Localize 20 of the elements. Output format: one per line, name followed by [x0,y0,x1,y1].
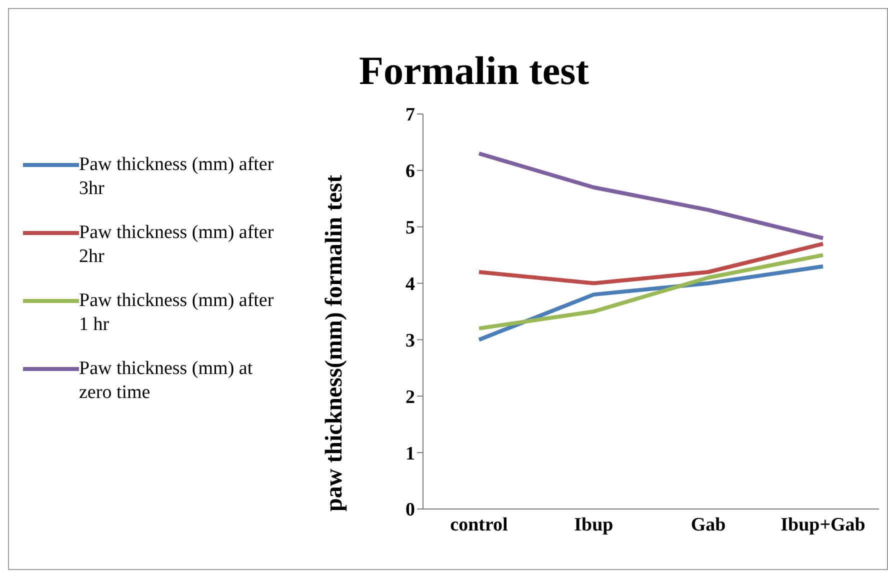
y-tick-label: 2 [406,386,415,408]
y-tick-label: 4 [406,274,416,296]
x-tick-label: Ibup+Gab [780,514,866,536]
y-tick-label: 3 [406,330,415,352]
legend-label: Paw thickness (mm) after 2hr [79,221,275,269]
line-series [477,152,825,240]
line-series [477,253,825,330]
x-tick-label: control [450,514,508,536]
y-tick-label: 6 [406,161,415,182]
y-tick-label: 0 [406,500,415,521]
x-tick-label: Ibup [574,514,614,536]
legend-label: Paw thickness (mm) after 3hr [79,153,275,201]
chart-title: Formalin test [358,47,590,94]
y-tick-label: 1 [406,443,415,464]
y-axis-title: paw thickness(mm) formalin test [322,174,348,512]
legend-label: Paw thickness (mm) at zero time [79,357,254,405]
x-tick-label: Gab [690,514,726,536]
y-tick-label: 5 [406,218,415,239]
legend-label: Paw thickness (mm) after 1 hr [79,289,275,337]
y-tick-label: 7 [406,104,416,126]
